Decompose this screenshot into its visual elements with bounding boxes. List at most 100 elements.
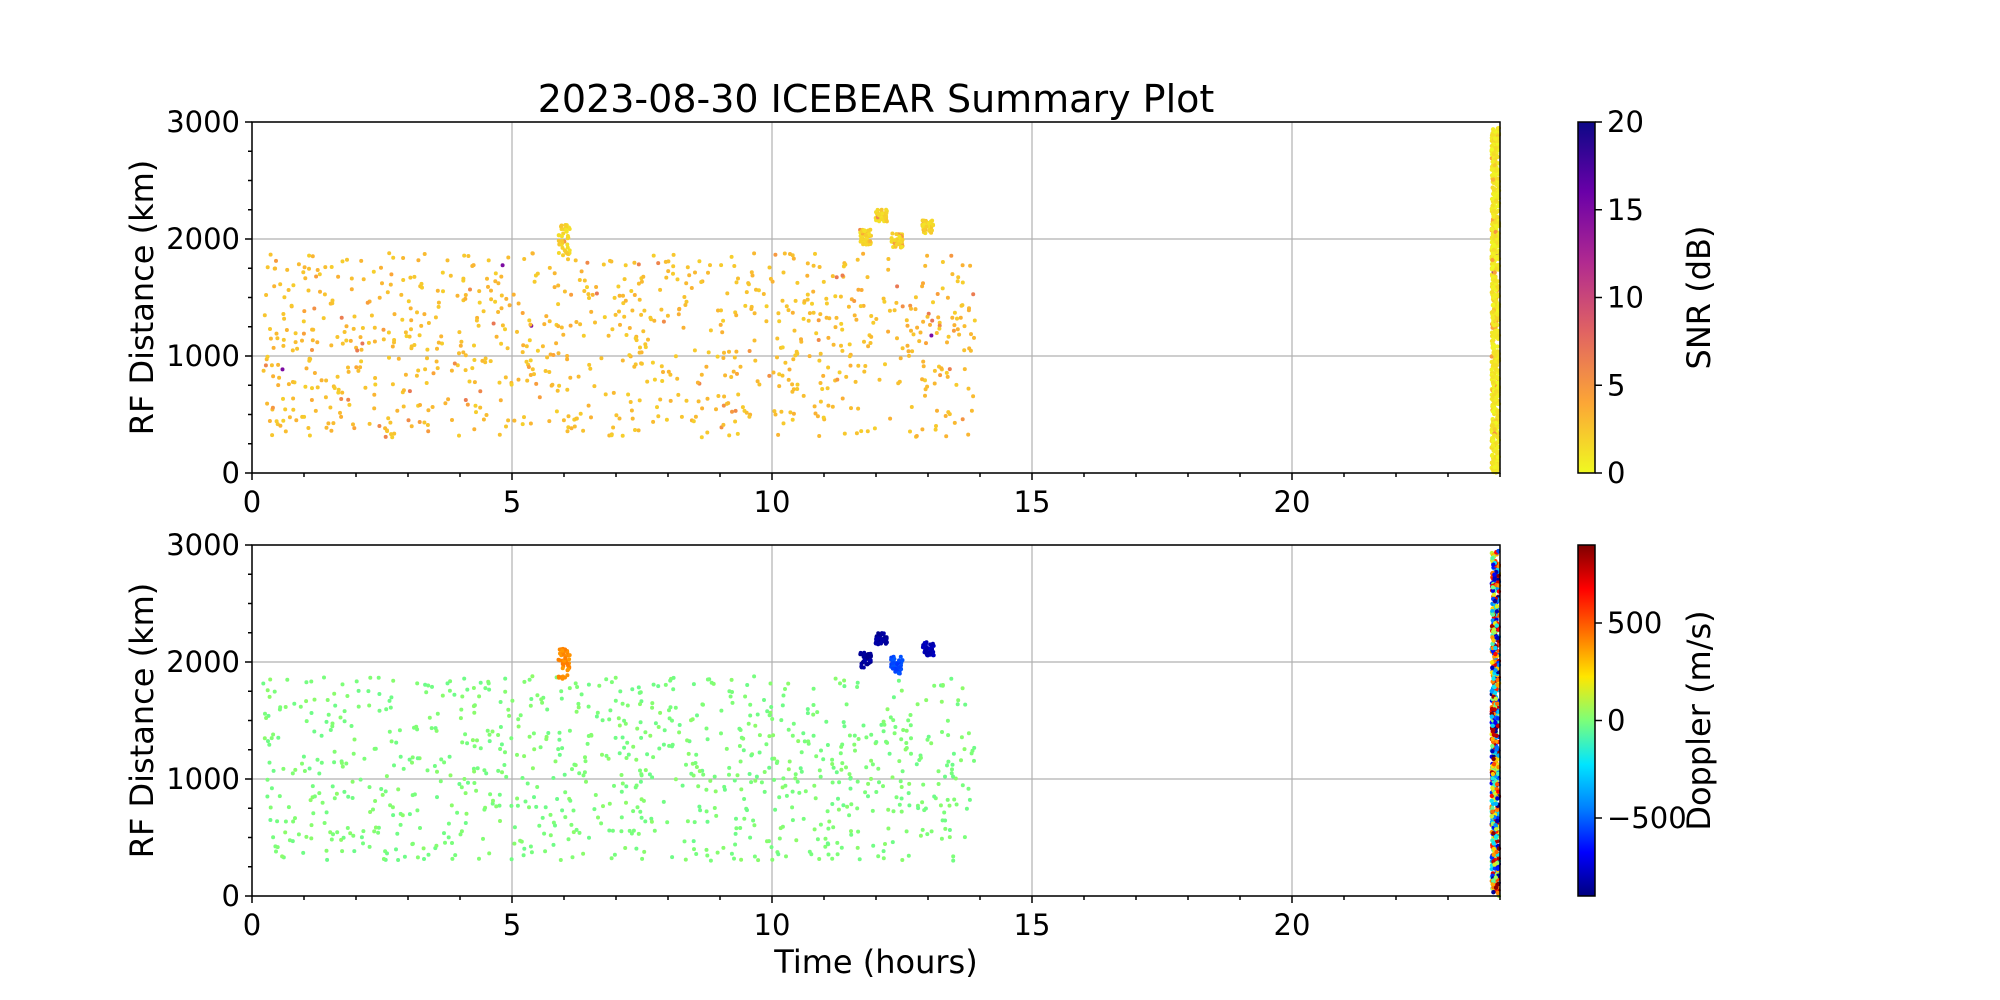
data-point bbox=[681, 325, 686, 330]
data-point bbox=[503, 676, 508, 681]
data-point bbox=[805, 261, 810, 266]
data-point bbox=[567, 728, 572, 733]
data-point bbox=[879, 631, 884, 636]
data-point bbox=[1491, 592, 1497, 597]
data-point bbox=[844, 374, 849, 379]
data-point bbox=[736, 392, 741, 397]
data-point bbox=[547, 370, 552, 374]
data-point bbox=[394, 847, 398, 852]
data-point bbox=[317, 791, 322, 796]
data-point bbox=[520, 350, 525, 355]
data-point bbox=[879, 722, 884, 727]
data-point bbox=[908, 429, 912, 434]
data-point bbox=[565, 242, 570, 247]
data-point bbox=[358, 777, 363, 782]
data-point bbox=[705, 677, 710, 682]
data-point bbox=[847, 342, 852, 347]
data-point bbox=[1493, 145, 1498, 151]
data-point bbox=[791, 357, 796, 362]
data-point bbox=[897, 759, 902, 764]
data-point bbox=[764, 742, 769, 747]
data-point bbox=[897, 234, 902, 239]
data-point bbox=[515, 796, 520, 801]
data-point bbox=[532, 747, 537, 752]
data-point bbox=[862, 229, 867, 234]
data-point bbox=[391, 255, 396, 260]
data-point bbox=[430, 405, 435, 409]
data-point bbox=[767, 265, 772, 270]
data-point bbox=[277, 375, 282, 380]
data-point bbox=[567, 248, 572, 253]
data-point bbox=[1492, 209, 1498, 214]
data-point bbox=[498, 819, 502, 823]
data-point bbox=[780, 298, 785, 303]
data-point bbox=[562, 289, 567, 294]
data-point bbox=[503, 750, 507, 755]
data-point bbox=[490, 729, 495, 734]
data-point bbox=[1495, 308, 1501, 314]
data-point bbox=[310, 338, 315, 343]
data-point bbox=[891, 695, 896, 700]
data-point bbox=[952, 797, 957, 802]
data-point bbox=[613, 675, 618, 680]
data-point bbox=[386, 330, 391, 335]
data-point bbox=[830, 780, 835, 785]
data-point bbox=[566, 667, 571, 672]
data-point bbox=[524, 344, 529, 349]
data-point bbox=[522, 846, 527, 851]
data-point bbox=[583, 759, 588, 764]
data-point bbox=[743, 694, 748, 699]
data-point bbox=[752, 338, 757, 343]
data-point bbox=[733, 408, 738, 413]
data-point bbox=[1490, 771, 1496, 777]
data-point bbox=[271, 374, 276, 379]
colorbar-label: Doppler (m/s) bbox=[1680, 610, 1718, 830]
data-point bbox=[612, 295, 617, 300]
data-point bbox=[575, 685, 580, 689]
data-point bbox=[805, 273, 810, 278]
data-point bbox=[309, 823, 314, 828]
data-point bbox=[294, 418, 299, 423]
data-point bbox=[285, 267, 290, 272]
data-point bbox=[312, 729, 317, 734]
data-point bbox=[572, 424, 577, 429]
data-point bbox=[296, 262, 301, 267]
data-point bbox=[483, 686, 488, 691]
data-point bbox=[385, 290, 390, 295]
data-point bbox=[911, 332, 916, 337]
data-point bbox=[500, 770, 504, 775]
data-point bbox=[540, 700, 545, 705]
data-point bbox=[400, 317, 405, 322]
data-point bbox=[960, 783, 965, 788]
data-point bbox=[634, 846, 639, 851]
data-point bbox=[830, 404, 835, 409]
data-point bbox=[890, 775, 895, 780]
data-point bbox=[512, 825, 517, 830]
data-point bbox=[621, 301, 626, 306]
data-point bbox=[291, 283, 296, 288]
data-point bbox=[592, 384, 597, 389]
data-point bbox=[792, 328, 797, 333]
data-point bbox=[705, 819, 710, 824]
data-point bbox=[839, 845, 844, 850]
data-point bbox=[582, 770, 587, 775]
data-point bbox=[582, 278, 587, 283]
data-point bbox=[830, 856, 835, 861]
data-point bbox=[1495, 285, 1501, 290]
data-point bbox=[779, 409, 784, 414]
data-point bbox=[951, 854, 956, 859]
data-point bbox=[640, 856, 645, 861]
data-point bbox=[967, 797, 972, 802]
data-point bbox=[691, 682, 696, 687]
data-point bbox=[1493, 651, 1498, 657]
data-point bbox=[950, 762, 955, 767]
y-tick-label: 3000 bbox=[166, 105, 240, 139]
data-point bbox=[497, 792, 502, 797]
data-point bbox=[486, 284, 490, 289]
data-point bbox=[415, 681, 420, 686]
data-point bbox=[534, 381, 539, 386]
data-point bbox=[622, 718, 627, 723]
x-tick-label: 0 bbox=[243, 908, 261, 942]
data-point bbox=[812, 404, 817, 409]
data-point bbox=[642, 849, 647, 854]
